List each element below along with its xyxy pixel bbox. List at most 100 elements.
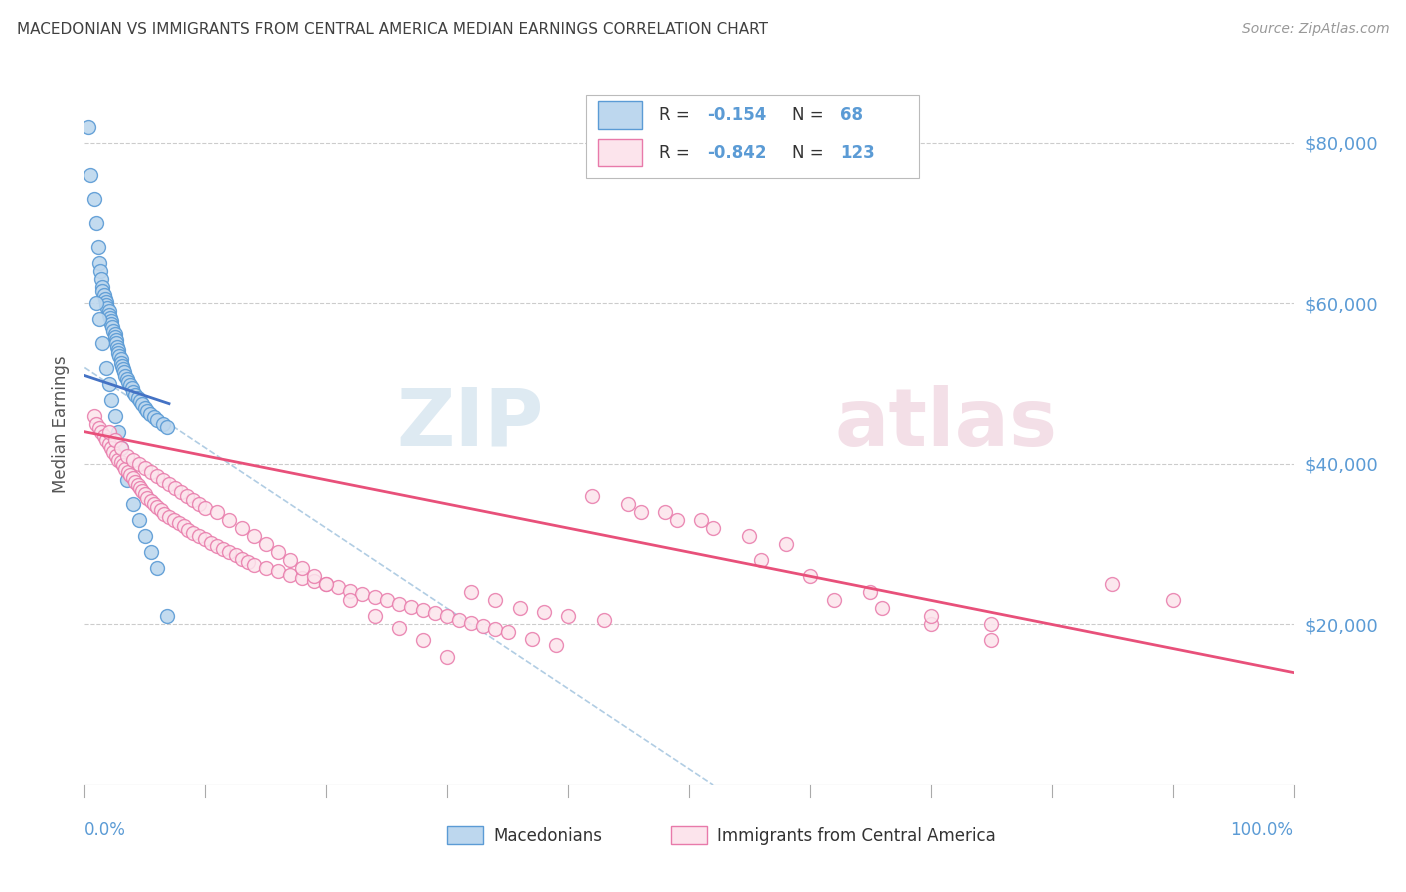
Point	[496, 625, 519, 640]
FancyBboxPatch shape	[599, 139, 641, 167]
Point	[165, 481, 187, 495]
Point	[121, 497, 143, 511]
Point	[980, 617, 1002, 632]
Text: -0.842: -0.842	[707, 144, 766, 161]
Point	[86, 240, 108, 254]
Point	[127, 391, 149, 405]
Point	[110, 455, 132, 469]
Point	[139, 465, 162, 479]
Point	[412, 633, 434, 648]
Point	[170, 484, 193, 499]
Point	[460, 615, 482, 630]
Point	[134, 401, 156, 415]
Point	[112, 362, 135, 376]
Point	[146, 500, 169, 515]
Point	[97, 304, 120, 318]
Text: -0.154: -0.154	[707, 106, 766, 124]
Point	[328, 581, 350, 595]
Point	[111, 359, 134, 373]
Text: ZIP: ZIP	[396, 384, 544, 463]
Point	[120, 468, 142, 483]
Point	[153, 507, 176, 521]
Point	[146, 469, 169, 483]
Point	[436, 609, 458, 624]
Point	[630, 505, 652, 519]
FancyBboxPatch shape	[671, 826, 707, 844]
Point	[87, 256, 110, 270]
Text: MACEDONIAN VS IMMIGRANTS FROM CENTRAL AMERICA MEDIAN EARNINGS CORRELATION CHART: MACEDONIAN VS IMMIGRANTS FROM CENTRAL AM…	[17, 22, 768, 37]
Point	[207, 505, 229, 519]
Point	[97, 308, 120, 322]
Point	[363, 590, 385, 604]
Point	[278, 567, 301, 582]
Y-axis label: Median Earnings: Median Earnings	[52, 355, 70, 492]
Point	[79, 168, 101, 182]
Point	[163, 513, 186, 527]
Point	[94, 298, 117, 312]
Point	[484, 593, 506, 607]
Point	[181, 525, 204, 540]
Point	[115, 372, 138, 386]
Point	[339, 593, 361, 607]
Point	[188, 497, 211, 511]
FancyBboxPatch shape	[599, 102, 641, 129]
Point	[267, 565, 290, 579]
Point	[231, 521, 253, 535]
Point	[110, 352, 132, 367]
Point	[617, 497, 640, 511]
Point	[107, 343, 129, 357]
Point	[100, 314, 122, 328]
Point	[267, 545, 290, 559]
Point	[124, 388, 146, 402]
Point	[173, 519, 195, 533]
Point	[363, 609, 385, 624]
Point	[823, 593, 845, 607]
Point	[87, 420, 110, 434]
Text: 100.0%: 100.0%	[1230, 821, 1294, 839]
Point	[200, 535, 222, 549]
Point	[146, 561, 169, 575]
Point	[129, 481, 152, 495]
Point	[1101, 577, 1123, 591]
Point	[100, 317, 122, 331]
Point	[136, 491, 159, 505]
Point	[920, 609, 942, 624]
Point	[97, 436, 120, 450]
Point	[96, 301, 118, 315]
Point	[129, 394, 152, 409]
Point	[155, 420, 177, 434]
Point	[339, 583, 361, 598]
Point	[128, 457, 150, 471]
Point	[225, 549, 247, 563]
Point	[117, 375, 139, 389]
Point	[149, 503, 172, 517]
Point	[89, 264, 111, 278]
Point	[86, 417, 108, 431]
Text: 68: 68	[841, 106, 863, 124]
Point	[139, 493, 162, 508]
Point	[436, 649, 458, 664]
Point	[110, 441, 132, 455]
Point	[388, 597, 411, 611]
Point	[108, 349, 131, 363]
Point	[134, 487, 156, 501]
Point	[236, 555, 259, 569]
Point	[557, 609, 579, 624]
Point	[872, 601, 894, 615]
Point	[94, 292, 117, 306]
Point	[449, 613, 471, 627]
Point	[143, 497, 166, 511]
Point	[134, 460, 156, 475]
Text: Macedonians: Macedonians	[494, 827, 602, 845]
Point	[278, 553, 301, 567]
Point	[581, 489, 603, 503]
Point	[1161, 593, 1184, 607]
Point	[254, 561, 277, 575]
Point	[207, 539, 229, 553]
Point	[399, 599, 422, 614]
Point	[117, 465, 139, 479]
Point	[103, 324, 125, 338]
Point	[520, 632, 543, 646]
Point	[91, 284, 114, 298]
Point	[104, 433, 127, 447]
